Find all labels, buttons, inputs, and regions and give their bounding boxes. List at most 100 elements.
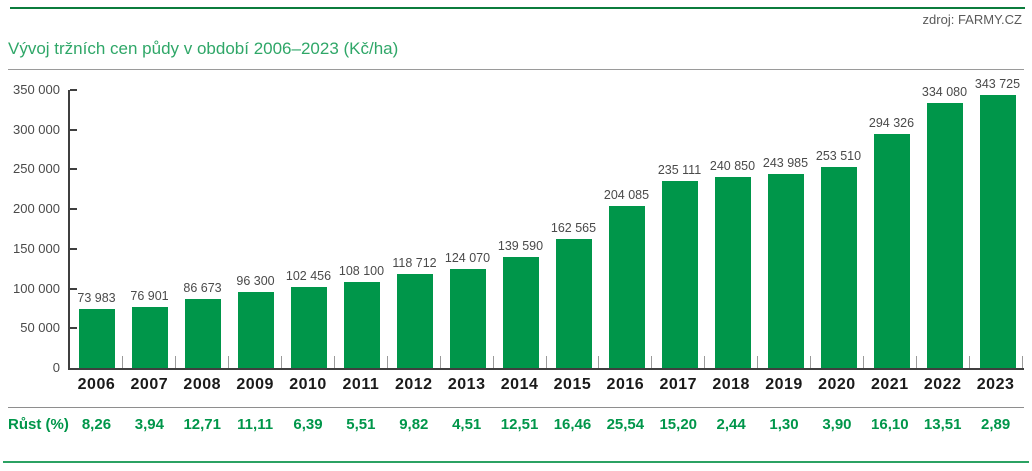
x-tick-mark: [809, 356, 811, 368]
year-label: 2006: [77, 376, 116, 393]
y-tick-label: 100 000: [13, 280, 60, 296]
x-tick-mark: [122, 356, 124, 368]
bar-value-label: 343 725: [974, 77, 1021, 91]
x-tick-mark: [757, 356, 759, 368]
bar: [555, 239, 592, 368]
bar-value-label: 162 565: [550, 221, 597, 235]
y-tick-mark: [70, 287, 77, 290]
bar: [396, 274, 433, 368]
growth-value: 3,90: [822, 416, 852, 433]
x-axis-year-labels: 2006 2007 2008 2009 2010 2011 2012 2013 2014 2015…: [70, 376, 1022, 394]
bar-cell: 162 565: [547, 90, 600, 368]
bar-cell: 334 080: [918, 85, 971, 368]
bar-cell: 294 326: [865, 90, 918, 368]
bar-cell: 139 590: [494, 90, 547, 368]
growth-value: 16,46: [553, 416, 592, 433]
bar-value-label: 124 070: [444, 251, 491, 265]
bar-cell: 73 983: [70, 90, 123, 368]
bar-cell: 235 111: [653, 90, 706, 368]
year-label: 2015: [553, 376, 592, 393]
y-tick-mark: [70, 247, 77, 250]
year-label: 2020: [818, 376, 856, 393]
bar: [290, 287, 327, 368]
x-tick-mark: [228, 356, 230, 368]
bar-cell: 102 456: [282, 90, 335, 368]
bar-cell: 124 070: [441, 90, 494, 368]
growth-row-values: 8,26 3,94 12,71 11,11 6,39 5,51 9,82 4,51 12,51 1…: [70, 416, 1022, 433]
bar-value-label: 139 590: [497, 239, 544, 253]
bar-value-label: 86 673: [183, 281, 222, 295]
growth-value: 16,10: [871, 416, 909, 433]
bar-value-label: 204 085: [603, 188, 650, 202]
growth-value: 12,71: [183, 416, 221, 433]
growth-value: 12,51: [500, 416, 539, 433]
bar-value-label: 243 985: [762, 156, 809, 170]
growth-value: 8,26: [81, 416, 112, 433]
bar-value-label: 102 456: [285, 269, 332, 283]
bottom-divider-rule: [3, 461, 1029, 463]
year-label: 2017: [659, 376, 698, 393]
bar-cells: 73 983 76 901 86 673 96 300 102 456 108 100 11…: [70, 77, 1024, 368]
x-tick-mark: [862, 356, 864, 368]
year-label: 2008: [183, 376, 222, 393]
y-axis-labels: 0 50 000 100 000 150 000 200 000 250 000 300 0…: [0, 82, 60, 375]
x-tick-mark: [1021, 356, 1023, 368]
bar-value-label: 334 080: [921, 85, 968, 99]
bar-cell: 204 085: [600, 90, 653, 368]
bar-cell: 243 985: [759, 90, 812, 368]
growth-value: 13,51: [923, 416, 962, 433]
y-tick-label: 300 000: [13, 121, 60, 137]
bar: [502, 257, 539, 368]
bar: [237, 292, 274, 368]
bar-cell: 118 712: [388, 90, 441, 368]
bar-value-label: 96 300: [236, 274, 275, 288]
y-tick-label: 350 000: [13, 82, 60, 97]
bar: [78, 309, 115, 368]
bar-value-label: 118 712: [392, 256, 437, 270]
bar: [767, 174, 804, 368]
y-tick-mark: [70, 128, 77, 131]
year-label: 2018: [712, 376, 750, 393]
bar-value-label: 240 850: [709, 159, 756, 173]
bar-cell: 76 901: [123, 90, 176, 368]
top-divider-rule: [10, 7, 1025, 9]
bar: [979, 95, 1016, 368]
year-label: 2021: [871, 376, 909, 393]
bar-value-label: 76 901: [130, 289, 169, 303]
y-tick-label: 250 000: [13, 161, 60, 177]
bar-cell: 96 300: [229, 90, 282, 368]
bar-cell: 86 673: [176, 90, 229, 368]
growth-value: 15,20: [659, 416, 698, 433]
growth-value: 5,51: [346, 416, 376, 433]
bar: [608, 206, 645, 368]
growth-value: 25,54: [606, 416, 645, 433]
plot-area: 73 983 76 901 86 673 96 300 102 456 108 100 11…: [68, 77, 1024, 370]
year-label: 2014: [500, 376, 539, 393]
growth-value: 4,51: [452, 416, 482, 433]
growth-value: 2,44: [716, 416, 746, 433]
year-label: 2012: [394, 376, 433, 393]
bar-cell: 343 725: [971, 77, 1024, 368]
x-tick-mark: [704, 356, 706, 368]
x-tick-mark: [439, 356, 441, 368]
x-tick-mark: [968, 356, 970, 368]
x-tick-mark: [175, 356, 177, 368]
bar: [873, 134, 910, 368]
x-tick-mark: [915, 356, 917, 368]
bar: [184, 299, 221, 368]
y-tick-mark: [70, 327, 77, 330]
y-tick-label: 50 000: [20, 320, 60, 336]
year-label: 2009: [236, 376, 274, 393]
year-label: 2019: [765, 376, 803, 393]
year-label: 2010: [289, 376, 327, 393]
bar: [131, 307, 168, 368]
x-tick-mark: [386, 356, 388, 368]
x-tick-mark: [651, 356, 653, 368]
x-tick-mark: [281, 356, 283, 368]
source-credit: zdroj: FARMY.CZ: [922, 12, 1022, 27]
growth-value: 9,82: [399, 416, 429, 433]
y-tick-label: 200 000: [13, 201, 60, 217]
year-label: 2013: [447, 376, 486, 393]
bar: [926, 103, 963, 368]
